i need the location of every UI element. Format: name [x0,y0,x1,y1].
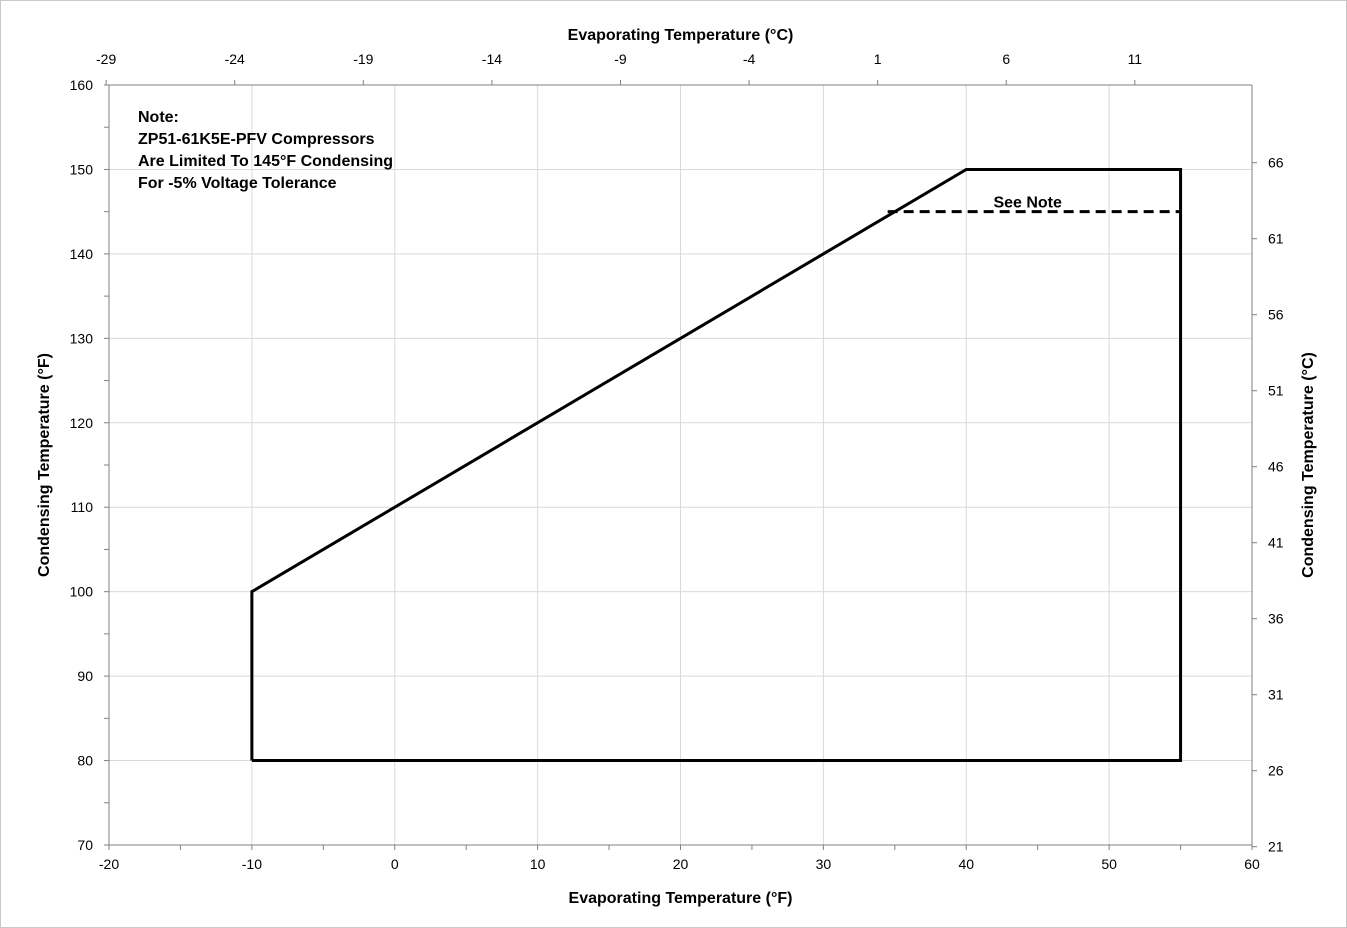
x2-tick-label: 1 [874,51,882,67]
x-tick-label: 10 [530,856,546,872]
y2-tick-label: 21 [1268,839,1284,855]
x2-tick-label: -4 [743,51,756,67]
x-tick-label: 0 [391,856,399,872]
y-tick-label: 120 [70,415,94,431]
series [250,167,1183,763]
x2-tick-label: -24 [225,51,245,67]
y-tick-label: 160 [70,77,94,93]
y2-tick-label: 51 [1268,383,1284,399]
y-tick-label: 90 [77,668,93,684]
tick-labels: -20 -10 0 10 20 30 40 50 60 70 80 90 100 110 120 130 140… [70,51,1284,872]
note-line: Are Limited To 145°F Condensing [138,153,393,170]
y2-tick-label: 36 [1268,611,1284,627]
y2-tick-label: 26 [1268,763,1284,779]
y-tick-label: 70 [77,837,93,853]
x-tick-label: 30 [816,856,832,872]
y-tick-label: 80 [77,753,93,769]
y2-tick-label: 56 [1268,307,1284,323]
x2-tick-label: -19 [353,51,373,67]
x-tick-label: 40 [958,856,974,872]
y2-axis-title: Condensing Temperature (°C) [1300,352,1317,578]
y2-tick-label: 61 [1268,231,1284,247]
note-line: For -5% Voltage Tolerance [138,175,337,192]
y2-tick-label: 66 [1268,155,1284,171]
y-tick-label: 100 [70,584,94,600]
x2-axis-title: Evaporating Temperature (°C) [568,27,794,44]
envelope-outline [250,167,1183,763]
y2-tick-label: 46 [1268,459,1284,475]
y-tick-label: 150 [70,161,94,177]
x2-tick-label: -14 [482,51,502,67]
y-axis-title: Condensing Temperature (°F) [36,353,53,577]
x-tick-label: 50 [1101,856,1117,872]
grid [109,84,1252,845]
x2-tick-label: -9 [614,51,627,67]
note-line: ZP51-61K5E-PFV Compressors [138,131,375,148]
x2-tick-label: 6 [1002,51,1010,67]
y-tick-label: 140 [70,246,94,262]
see-note-annotation: See Note [993,195,1062,212]
x-tick-label: 60 [1244,856,1260,872]
y-tick-label: 130 [70,330,94,346]
x-axis-title: Evaporating Temperature (°F) [569,890,793,907]
x-tick-label: -20 [99,856,119,872]
note-heading: Note: [138,109,179,126]
x2-tick-label: 11 [1128,51,1143,67]
y2-tick-label: 41 [1268,535,1284,551]
x-tick-label: 20 [673,856,689,872]
note-box: Note: ZP51-61K5E-PFV Compressors Are Lim… [138,109,393,192]
y2-tick-label: 31 [1268,687,1284,703]
x2-tick-label: -29 [96,51,116,67]
y-tick-label: 110 [71,499,94,515]
x-tick-label: -10 [242,856,262,872]
